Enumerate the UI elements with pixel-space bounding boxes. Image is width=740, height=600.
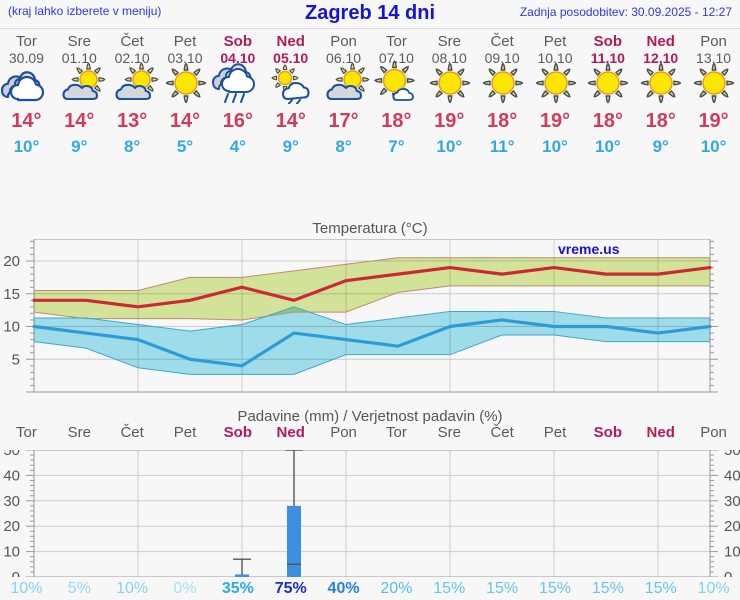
svg-text:50: 50 [3,450,20,459]
svg-text:0: 0 [724,569,732,577]
svg-text:20: 20 [3,518,20,535]
svg-text:0: 0 [12,569,20,577]
svg-text:20: 20 [3,253,20,270]
svg-text:40: 40 [3,467,20,484]
svg-text:10: 10 [3,544,20,561]
svg-text:10: 10 [724,544,740,561]
svg-text:30: 30 [3,493,20,510]
svg-text:40: 40 [724,467,740,484]
svg-text:30: 30 [724,493,740,510]
svg-text:50: 50 [724,450,740,459]
svg-text:10: 10 [3,319,20,336]
svg-text:5: 5 [12,351,20,368]
svg-text:15: 15 [3,286,20,303]
svg-text:20: 20 [724,518,740,535]
